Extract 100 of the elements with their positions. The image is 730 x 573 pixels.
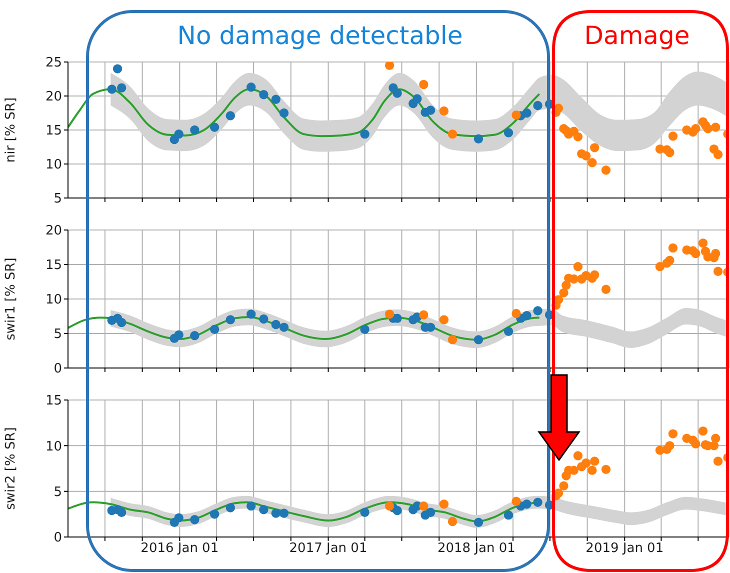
point — [668, 243, 678, 253]
point — [474, 134, 484, 144]
y-tick-label: 20 — [45, 90, 62, 105]
point — [711, 122, 720, 132]
y-tick-label: 25 — [45, 56, 62, 71]
point — [474, 335, 484, 344]
point — [590, 456, 600, 466]
x-tick-label: 2019 Jan 01 — [586, 541, 664, 556]
y-tick-label: 20 — [45, 224, 62, 239]
point — [384, 501, 394, 511]
point — [512, 110, 521, 120]
point — [504, 128, 514, 138]
y-axis-title: swir1 [% SR] — [4, 258, 19, 340]
point — [439, 315, 449, 324]
point — [116, 83, 126, 92]
point — [590, 270, 600, 280]
point — [474, 518, 484, 527]
point — [279, 108, 289, 118]
point — [271, 94, 280, 104]
point — [226, 503, 236, 512]
point — [271, 320, 280, 330]
point — [210, 324, 220, 334]
y-tick-label: 10 — [45, 439, 62, 454]
point — [533, 306, 542, 316]
point — [246, 501, 256, 511]
point — [279, 508, 289, 518]
point — [601, 284, 611, 294]
point — [448, 516, 458, 526]
point — [554, 295, 564, 304]
point — [601, 166, 611, 175]
point — [512, 308, 521, 318]
y-tick-label: 5 — [54, 327, 62, 342]
point — [116, 508, 126, 517]
point — [174, 330, 184, 340]
point — [711, 434, 720, 443]
point — [174, 129, 184, 139]
point — [384, 62, 394, 70]
point — [588, 466, 597, 475]
point — [210, 122, 220, 132]
point — [665, 256, 674, 265]
point — [581, 458, 591, 468]
y-axis-title: nir [% SR] — [4, 97, 19, 163]
point — [392, 506, 402, 516]
point — [559, 481, 568, 490]
point — [190, 125, 200, 135]
point — [259, 314, 268, 324]
point — [698, 426, 708, 436]
point — [360, 324, 370, 334]
point — [573, 262, 583, 272]
point — [713, 266, 723, 276]
point — [174, 513, 184, 522]
point — [533, 100, 542, 110]
point — [226, 111, 236, 120]
point — [226, 315, 236, 324]
y-tick-label: 15 — [45, 394, 62, 409]
point — [691, 124, 700, 134]
x-tick-label: 2018 Jan 01 — [437, 541, 516, 556]
point — [713, 456, 723, 466]
y-tick-label: 0 — [54, 530, 62, 546]
point — [573, 132, 583, 142]
point — [246, 310, 256, 319]
y-tick-label: 10 — [45, 292, 62, 308]
point — [665, 148, 674, 158]
point — [360, 508, 370, 517]
point — [554, 488, 564, 498]
text: No damage detectable — [177, 21, 463, 50]
point — [691, 248, 700, 258]
point — [711, 248, 720, 258]
point — [439, 106, 449, 116]
point — [419, 80, 428, 90]
point — [259, 90, 268, 100]
y-tick-label: 5 — [54, 484, 62, 500]
point — [601, 464, 611, 474]
point — [588, 158, 597, 168]
y-axis-title: swir2 [% SR] — [4, 427, 19, 510]
x-tick-label: 2017 Jan 01 — [289, 541, 368, 556]
x-tick-label: 2016 Jan 01 — [140, 541, 219, 556]
point — [713, 150, 723, 160]
point — [522, 108, 532, 118]
point — [279, 322, 289, 332]
point — [522, 500, 532, 509]
y-tick-label: 5 — [54, 192, 62, 207]
point — [210, 510, 220, 519]
y-tick-label: 10 — [45, 158, 62, 173]
point — [559, 288, 568, 298]
point — [412, 94, 422, 104]
point — [426, 106, 436, 115]
y-tick-label: 15 — [45, 124, 62, 139]
point — [392, 88, 402, 98]
point — [426, 508, 436, 517]
point — [360, 129, 370, 139]
point — [504, 510, 514, 520]
point — [504, 326, 514, 336]
point — [655, 262, 665, 272]
point — [448, 335, 458, 344]
point — [691, 439, 700, 448]
point — [107, 84, 116, 94]
point — [246, 82, 256, 92]
point — [112, 64, 122, 74]
point — [419, 501, 428, 511]
